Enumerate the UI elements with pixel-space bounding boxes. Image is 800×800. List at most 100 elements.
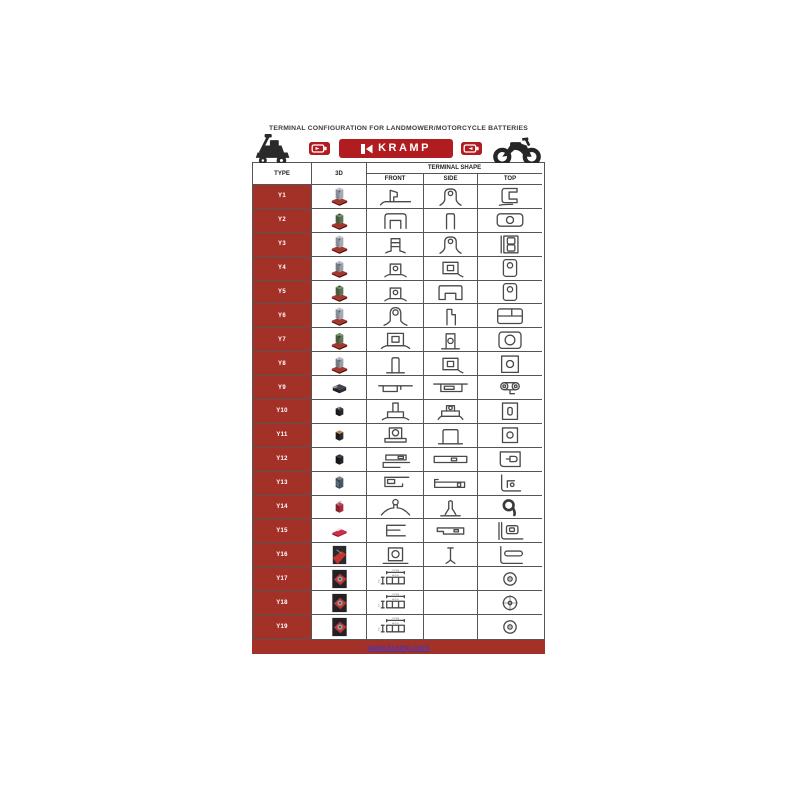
side-view-drawing — [424, 447, 478, 472]
svg-text:M6 (0.25): M6 (0.25) — [392, 599, 399, 601]
side-view-drawing — [424, 519, 478, 544]
model-3d-thumbnail — [312, 352, 367, 377]
front-view-drawing: 1.26 (IN) M6 (0.25) 0.71 — [367, 591, 424, 616]
table-row: Y6 — [253, 304, 544, 329]
table-row: Y11 — [253, 423, 544, 448]
model-3d-thumbnail — [312, 400, 367, 424]
side-view-drawing — [424, 471, 478, 496]
column-header-top: TOP — [478, 174, 542, 185]
type-badge: Y4 — [253, 256, 312, 281]
kramp-logo: KRAMP — [338, 139, 453, 158]
type-badge: Y16 — [253, 543, 312, 568]
table-row: Y1 — [253, 185, 544, 209]
model-3d-thumbnail — [312, 232, 367, 257]
column-header-terminal-shape: TERMINAL SHAPE — [367, 163, 542, 174]
type-badge: Y3 — [253, 232, 312, 257]
type-badge: Y7 — [253, 328, 312, 353]
top-view-drawing — [478, 328, 542, 353]
front-view-drawing — [367, 185, 424, 209]
side-view-drawing — [424, 591, 478, 616]
side-view-drawing — [424, 328, 478, 353]
top-view-drawing — [478, 304, 542, 329]
side-view-drawing — [424, 376, 478, 401]
model-3d-thumbnail — [312, 423, 367, 448]
type-badge: Y18 — [253, 591, 312, 616]
table-row: Y3 — [253, 232, 544, 257]
front-view-drawing — [367, 376, 424, 401]
top-view-drawing — [478, 232, 542, 257]
front-view-drawing — [367, 471, 424, 496]
side-view-drawing — [424, 256, 478, 281]
type-badge: Y5 — [253, 280, 312, 305]
top-view-drawing — [478, 495, 542, 520]
top-view-drawing — [478, 615, 542, 639]
type-badge: Y2 — [253, 208, 312, 233]
model-3d-thumbnail — [312, 543, 367, 568]
top-view-drawing — [478, 280, 542, 305]
battery-icon — [308, 142, 330, 155]
table-row: Y18 1.26 (IN) M6 (0.25) 0.71 — [253, 591, 544, 616]
top-view-drawing — [478, 543, 542, 568]
svg-text:1.26 (IN): 1.26 (IN) — [391, 618, 399, 620]
front-view-drawing — [367, 208, 424, 233]
side-view-drawing — [424, 232, 478, 257]
table-row: Y15 — [253, 519, 544, 544]
model-3d-thumbnail — [312, 615, 367, 639]
table-row: Y13 — [253, 471, 544, 496]
model-3d-thumbnail — [312, 567, 367, 592]
svg-text:1.26 (IN): 1.26 (IN) — [391, 593, 399, 595]
top-view-drawing — [478, 185, 542, 209]
type-badge: Y8 — [253, 352, 312, 377]
type-badge: Y15 — [253, 519, 312, 544]
top-view-drawing — [478, 519, 542, 544]
column-header-3d: 3D — [312, 163, 367, 185]
front-view-drawing — [367, 352, 424, 377]
side-view-drawing — [424, 208, 478, 233]
svg-text:1.26 (IN): 1.26 (IN) — [391, 570, 399, 572]
table-row: Y7 — [253, 328, 544, 353]
terminal-table: TYPE 3D TERMINAL SHAPE FRONT SIDE TOP Y1… — [252, 162, 545, 640]
table-row: Y16 — [253, 543, 544, 568]
column-header-front: FRONT — [367, 174, 424, 185]
side-view-drawing — [424, 280, 478, 305]
lawnmower-icon — [255, 133, 290, 165]
model-3d-thumbnail — [312, 280, 367, 305]
logo-row: KRAMP — [252, 133, 545, 166]
model-3d-thumbnail — [312, 471, 367, 496]
front-view-drawing — [367, 400, 424, 424]
table-header: TYPE 3D TERMINAL SHAPE FRONT SIDE TOP — [253, 163, 544, 185]
side-view-drawing — [424, 352, 478, 377]
top-view-drawing — [478, 376, 542, 401]
model-3d-thumbnail — [312, 304, 367, 329]
front-view-drawing: 1.26 (IN) M6 (0.25) 0.63 — [367, 567, 424, 592]
table-body: Y1 Y2 Y3 Y4 — [253, 185, 544, 639]
chart-title: TERMINAL CONFIGURATION FOR LANDMOWER/MOT… — [269, 125, 528, 132]
table-row: Y8 — [253, 352, 544, 377]
model-3d-thumbnail — [312, 256, 367, 281]
side-view-drawing — [424, 495, 478, 520]
battery-icon — [461, 142, 483, 155]
model-3d-thumbnail — [312, 328, 367, 353]
model-3d-thumbnail — [312, 208, 367, 233]
front-view-drawing — [367, 328, 424, 353]
table-row: Y19 1.26 (IN) M6 (0.25) 0.63 — [253, 615, 544, 639]
top-view-drawing — [478, 591, 542, 616]
top-view-drawing — [478, 208, 542, 233]
table-row: Y17 1.26 (IN) M6 (0.25) 0.63 — [253, 567, 544, 592]
front-view-drawing — [367, 423, 424, 448]
footer-bar: www.kramp.com — [252, 639, 545, 654]
front-view-drawing — [367, 232, 424, 257]
type-badge: Y13 — [253, 471, 312, 496]
top-view-drawing — [478, 256, 542, 281]
front-view-drawing — [367, 543, 424, 568]
type-badge: Y12 — [253, 447, 312, 472]
kramp-k-icon — [361, 143, 373, 154]
column-header-side: SIDE — [424, 174, 478, 185]
type-badge: Y9 — [253, 376, 312, 401]
model-3d-thumbnail — [312, 376, 367, 401]
table-row: Y5 — [253, 280, 544, 305]
website-link[interactable]: www.kramp.com — [367, 641, 430, 652]
svg-text:M6 (0.25): M6 (0.25) — [392, 623, 399, 625]
side-view-drawing — [424, 185, 478, 209]
